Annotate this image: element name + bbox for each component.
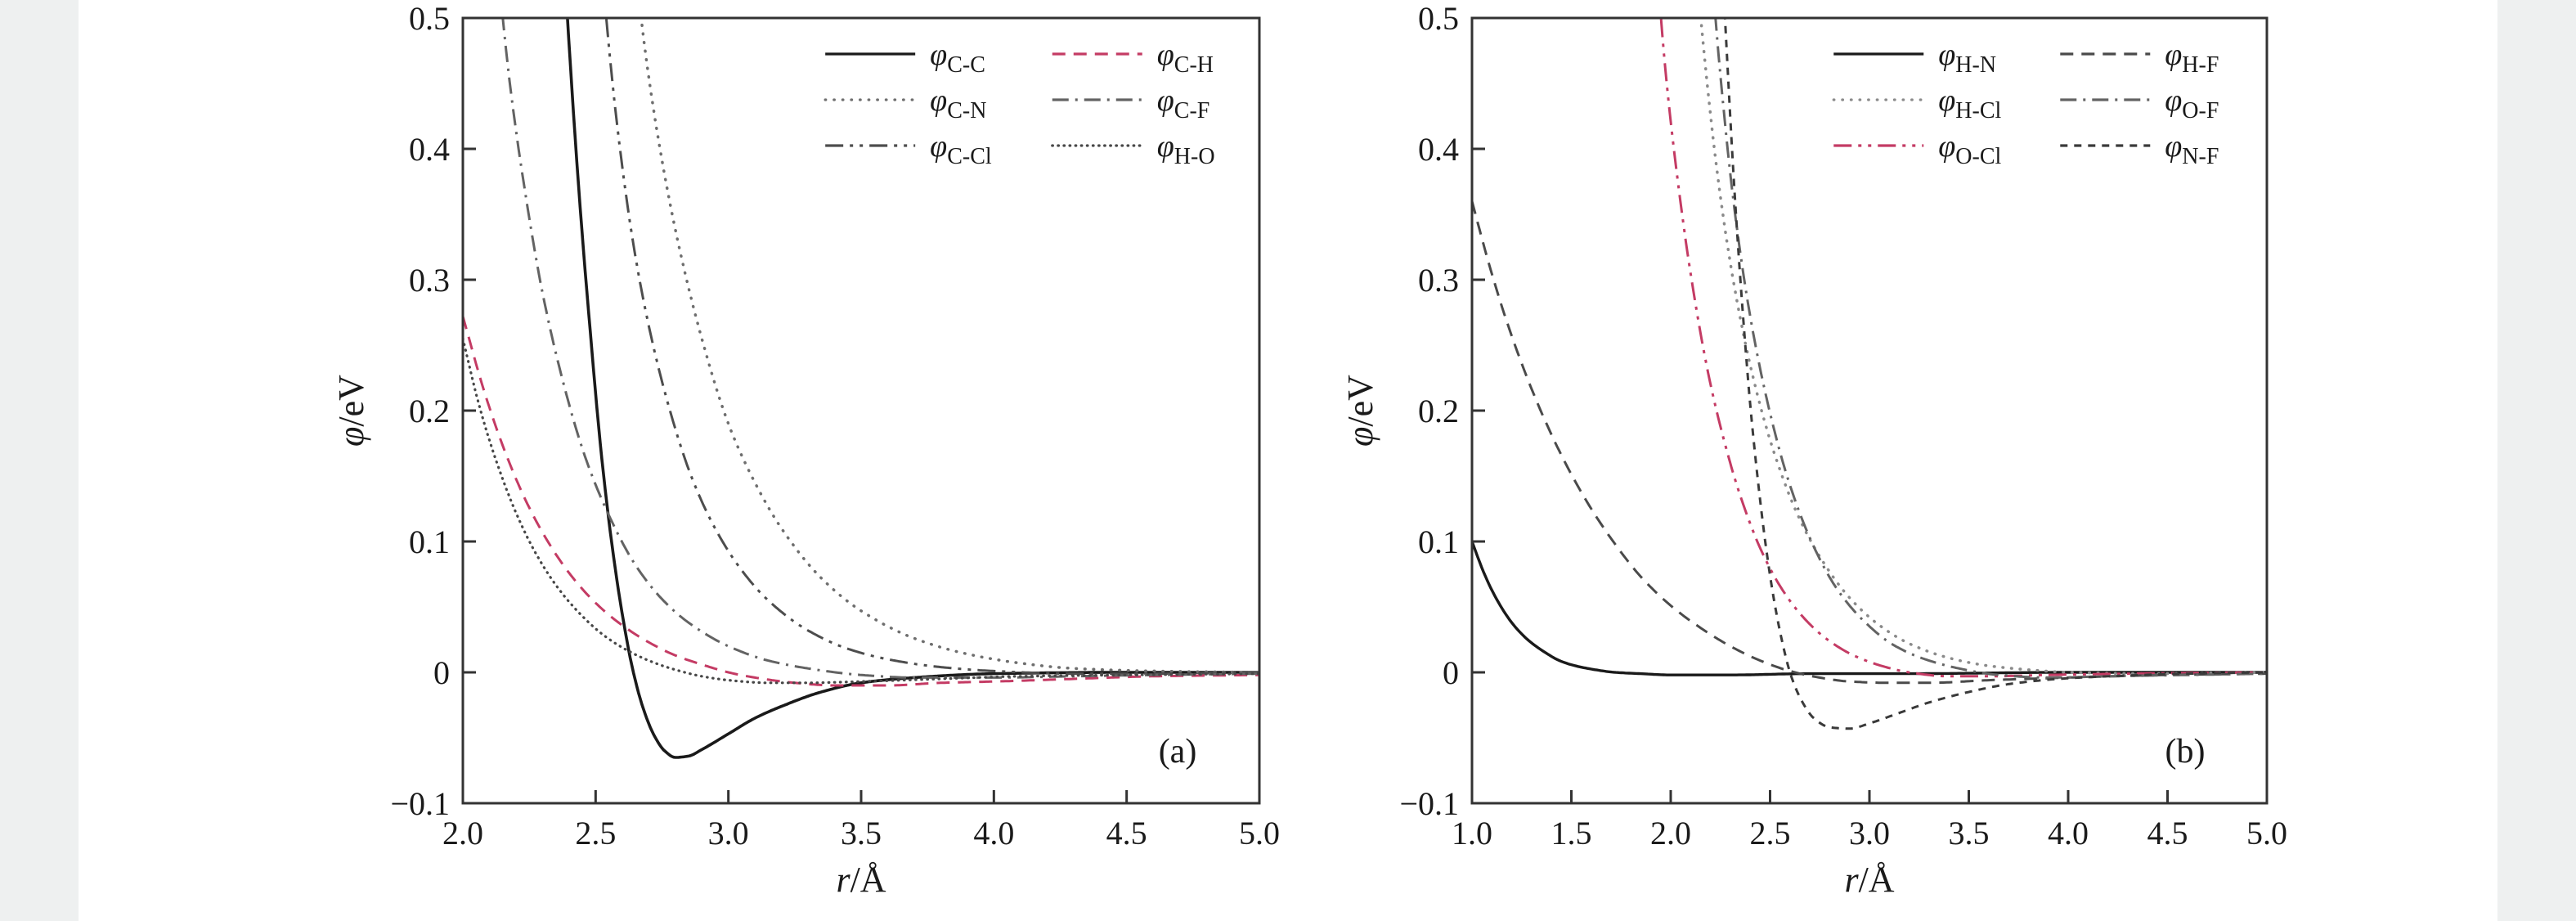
legend-label-C-F: φC-F [1157,83,1210,124]
y-tick-label: 0 [433,654,450,691]
y-tick-label: −0.1 [390,785,450,822]
y-axis-title: φ/eV [331,375,371,447]
x-tick-label: 3.0 [708,815,749,851]
chart-panel-b: 1.0 1.5 2.0 2.5 3.0 3.5 4.0 4.5 5.0 −0.1 0 0.1 0.2 0.… [1340,0,2287,900]
legend-label-O-Cl: φO-Cl [1938,129,2001,169]
legend-label-H-F: φH-F [2165,38,2219,78]
legend-label-H-O: φH-O [1157,129,1215,169]
x-tick-label: 5.0 [1239,815,1280,851]
legend-label-H-Cl: φH-Cl [1938,83,2001,124]
legend-label-H-N: φH-N [1938,38,1996,78]
chart-panel-a: 2.0 2.5 3.0 3.5 4.0 4.5 5.0 −0.1 0 0.1 0.2 0.3 0.4 0.… [331,0,1280,900]
x-tick-label: 2.0 [442,815,483,851]
x-axis-title: r/Å [1844,860,1894,900]
x-tick-label: 2.0 [1650,815,1691,851]
x-tick-label: 3.0 [1849,815,1890,851]
y-tick-label: 0.4 [1418,131,1459,168]
legend-label-N-F: φN-F [2165,129,2219,169]
y-tick-label: 0.4 [409,131,450,168]
curves-group [1472,18,2267,730]
x-tick-label: 4.5 [2147,815,2188,851]
curve-H-N [1472,541,2267,676]
curve-C-F [501,18,1259,679]
curve-C-C [566,18,1259,759]
y-tick-label: −0.1 [1399,785,1459,822]
y-tick-label: 0.2 [409,393,450,429]
legend-label-C-H: φC-H [1157,38,1214,78]
curve-C-N [640,18,1259,674]
panel-label: (a) [1159,733,1197,770]
x-tick-label: 2.5 [575,815,616,851]
x-tick-label: 3.5 [1949,815,1990,851]
figure-paper [79,0,2497,921]
x-tick-label: 3.5 [841,815,882,851]
x-tick-label: 2.5 [1750,815,1791,851]
y-tick-label: 0.2 [1418,393,1459,429]
x-tick-label: 4.0 [2048,815,2089,851]
legend-label-C-Cl: φC-Cl [930,129,992,169]
legend-label-C-C: φC-C [930,38,985,78]
y-tick-label: 0.3 [409,262,450,299]
y-tick-label: 0.3 [1418,262,1459,299]
y-tick-label: 0.1 [1418,523,1459,560]
curve-N-F [1723,18,2267,730]
y-tick-label: 0 [1443,654,1459,691]
y-tick-label: 0.1 [409,523,450,560]
curve-H-Cl [1699,18,2267,676]
curves-group [463,18,1259,759]
curve-C-H [463,316,1259,687]
y-tick-label: 0.5 [409,0,450,37]
legend-label-O-F: φO-F [2165,83,2219,124]
y-axis-title: φ/eV [1340,375,1380,447]
legend-label-C-N: φC-N [930,83,986,124]
x-tick-label: 1.5 [1551,815,1592,851]
x-tick-label: 1.0 [1452,815,1492,851]
x-axis-title: r/Å [836,860,886,900]
x-tick-label: 4.5 [1106,815,1147,851]
x-tick-label: 5.0 [2246,815,2287,851]
curve-H-O [463,337,1259,685]
panel-label: (b) [2165,733,2206,770]
y-tick-label: 0.5 [1418,0,1459,37]
x-tick-label: 4.0 [973,815,1014,851]
